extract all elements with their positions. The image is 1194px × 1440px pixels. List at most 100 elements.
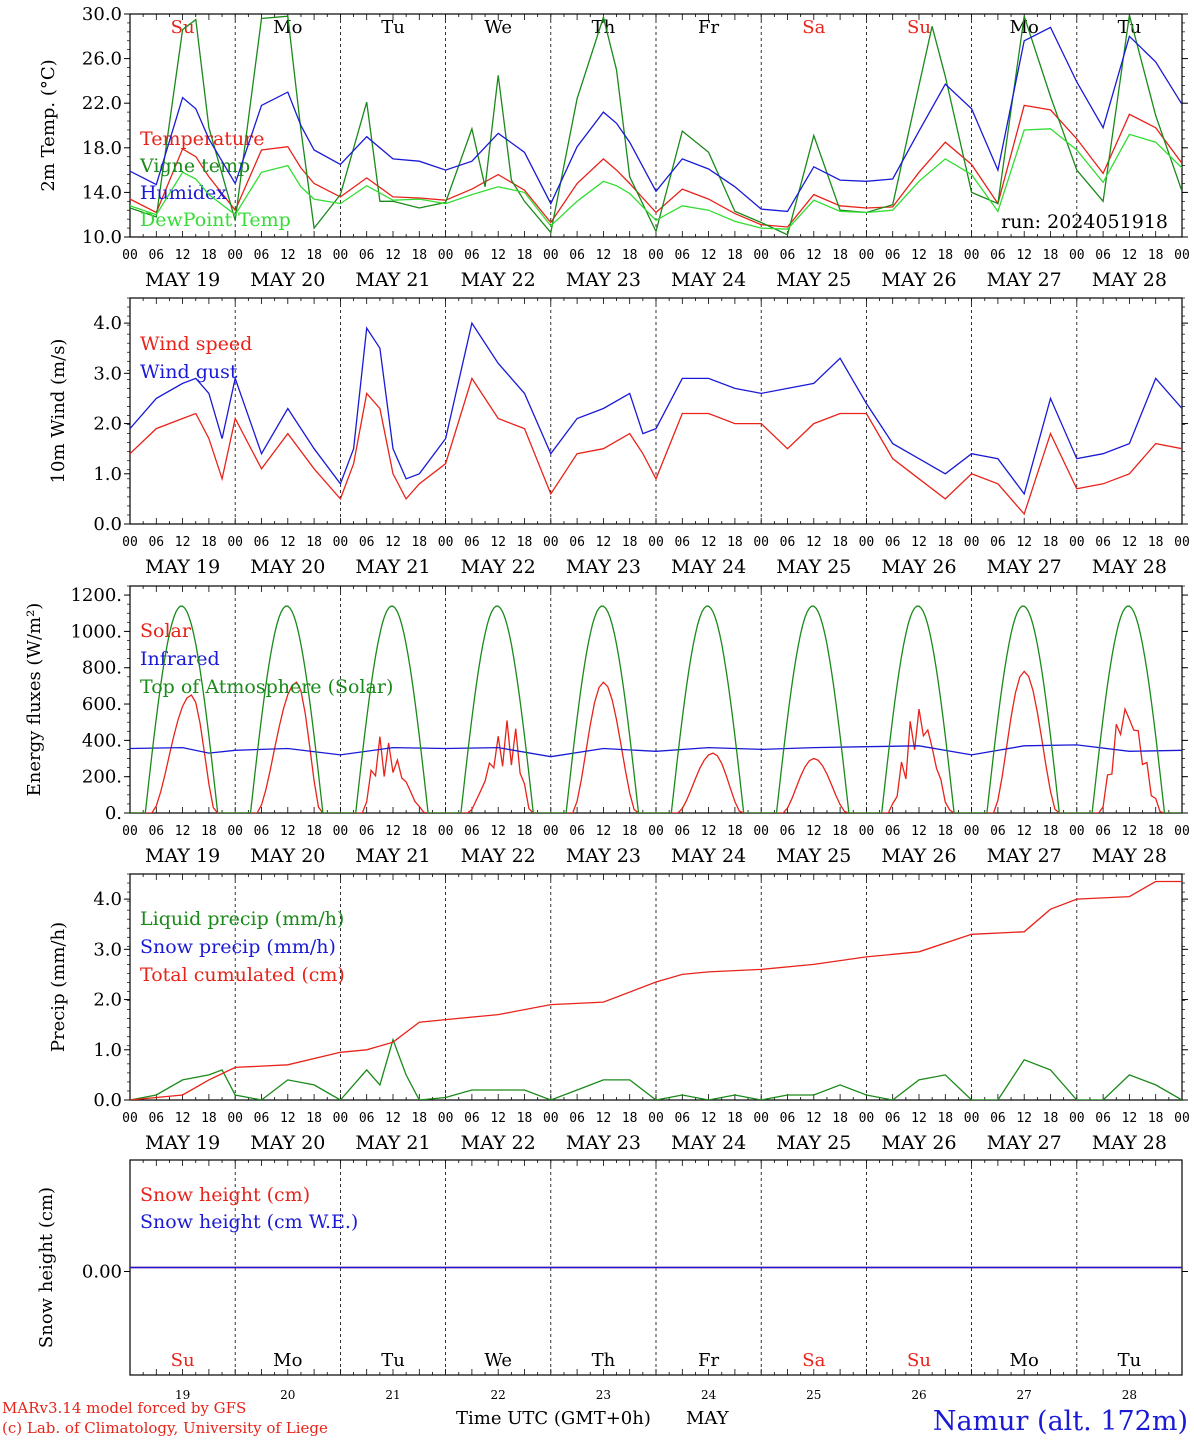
panel-3-hour-tick-label: 12 xyxy=(280,824,296,839)
panel-1-series-humidex xyxy=(130,26,1182,213)
panel-4-hour-tick-label: 00 xyxy=(753,1111,769,1126)
panel-3-hour-tick-label: 06 xyxy=(464,824,480,839)
panel-1-hour-tick-label: 12 xyxy=(490,248,506,263)
panel-3-y-tick-label: 0. xyxy=(105,803,122,824)
panel-1-hour-tick-label: 06 xyxy=(464,248,480,263)
day-number-label: 28 xyxy=(1122,1388,1137,1402)
panel-3-y-tick-label: 1200. xyxy=(70,585,122,606)
panel-4-hour-tick-label: 00 xyxy=(438,1111,454,1126)
panel-3-date-label: MAY 19 xyxy=(145,845,220,867)
panel-1-hour-tick-label: 06 xyxy=(885,248,901,263)
panel-3-date-label: MAY 24 xyxy=(671,845,746,867)
panel-3-date-label: MAY 25 xyxy=(776,845,851,867)
weekday-label: Tu xyxy=(1118,17,1142,38)
panel-3-date-label: MAY 26 xyxy=(881,845,956,867)
panel-1-hour-tick-label: 06 xyxy=(148,248,164,263)
panel-2-hour-tick-label: 12 xyxy=(806,535,822,550)
panel-1-series-temperature xyxy=(130,104,1182,228)
panel-4-hour-tick-label: 06 xyxy=(148,1111,164,1126)
panel-4-y-tick-label: 3.0 xyxy=(93,939,122,960)
panel-2-y-tick-label: 3.0 xyxy=(93,363,122,384)
panel-4-hour-tick-label: 06 xyxy=(569,1111,585,1126)
panel-1-hour-tick-label: 18 xyxy=(1148,248,1164,263)
day-number-label: 20 xyxy=(280,1388,295,1402)
panel-2-hour-tick-label: 18 xyxy=(622,535,638,550)
panel-1-hour-tick-label: 00 xyxy=(438,248,454,263)
panel-1-y-tick-label: 26.0 xyxy=(82,49,122,70)
panel-2-hour-tick-label: 06 xyxy=(254,535,270,550)
panel-4-series-total-cumulated-cm xyxy=(130,880,1182,1100)
panel-1-hour-tick-label: 12 xyxy=(701,248,717,263)
panel-3-hour-tick-label: 06 xyxy=(674,824,690,839)
panel-1-hour-tick-label: 06 xyxy=(990,248,1006,263)
panel-2-hour-tick-label: 00 xyxy=(543,535,559,550)
panel-1-hour-tick-label: 00 xyxy=(964,248,980,263)
weekday-label-bottom: Tu xyxy=(381,1350,405,1371)
panel-2-hour-tick-label: 18 xyxy=(411,535,427,550)
panel-4-hour-tick-label: 12 xyxy=(1016,1111,1032,1126)
panel-4-hour-tick-label: 12 xyxy=(701,1111,717,1126)
panel-3-hour-tick-label: 18 xyxy=(1043,824,1059,839)
weekday-label-bottom: Su xyxy=(907,1350,931,1371)
panel-3-hour-tick-label: 00 xyxy=(753,824,769,839)
weekday-label: Su xyxy=(907,17,931,38)
panel-3-hour-tick-label: 00 xyxy=(438,824,454,839)
panel-4-hour-tick-label: 06 xyxy=(1095,1111,1111,1126)
panel-1-hour-tick-label: 00 xyxy=(333,248,349,263)
panel-3-hour-tick-label: 18 xyxy=(411,824,427,839)
panel-3-hour-tick-label: 12 xyxy=(596,824,612,839)
panel-4-hour-tick-label: 18 xyxy=(622,1111,638,1126)
panel-2-date-label: MAY 28 xyxy=(1092,556,1167,578)
panel-3-hour-tick-label: 18 xyxy=(622,824,638,839)
panel-2-legend-wind-speed: Wind speed xyxy=(140,333,252,355)
weekday-label-bottom: Tu xyxy=(1118,1350,1142,1371)
panel-2-hour-tick-label: 12 xyxy=(175,535,191,550)
panel-3-date-label: MAY 21 xyxy=(355,845,430,867)
panel-4-hour-tick-label: 18 xyxy=(411,1111,427,1126)
weekday-label-bottom: We xyxy=(484,1350,512,1371)
panel-3-legend-infrared: Infrared xyxy=(140,648,220,670)
panel-4-date-label: MAY 22 xyxy=(461,1132,536,1154)
panel-3-series-solar xyxy=(130,670,1182,813)
panel-4-hour-tick-label: 00 xyxy=(648,1111,664,1126)
panel-4-legend-liquid-precip-mm-h: Liquid precip (mm/h) xyxy=(140,908,344,930)
panel-1-series-dewpoint-temp xyxy=(130,128,1182,230)
day-number-label: 27 xyxy=(1017,1388,1032,1402)
panel-2-hour-tick-label: 06 xyxy=(780,535,796,550)
panel-3-hour-tick-label: 06 xyxy=(359,824,375,839)
panel-4-legend-snow-precip-mm-h: Snow precip (mm/h) xyxy=(140,936,336,958)
panel-2-hour-tick-label: 00 xyxy=(859,535,875,550)
panel-3-hour-tick-label: 00 xyxy=(122,824,138,839)
panel-1-hour-tick-label: 18 xyxy=(411,248,427,263)
panel-1-date-label: MAY 26 xyxy=(881,269,956,291)
panel-1-hour-tick-label: 12 xyxy=(911,248,927,263)
day-number-label: 25 xyxy=(806,1388,821,1402)
day-number-label: 23 xyxy=(596,1388,611,1402)
panel-4-hour-tick-label: 00 xyxy=(543,1111,559,1126)
weekday-label: We xyxy=(484,17,512,38)
panel-3-hour-tick-label: 06 xyxy=(569,824,585,839)
panel-3-hour-tick-label: 00 xyxy=(648,824,664,839)
panel-1-hour-tick-label: 00 xyxy=(648,248,664,263)
panel-1-hour-tick-label: 06 xyxy=(780,248,796,263)
panel-4-y-tick-label: 2.0 xyxy=(93,990,122,1011)
panel-4-hour-tick-label: 12 xyxy=(385,1111,401,1126)
panel-3-hour-tick-label: 06 xyxy=(990,824,1006,839)
panel-3-y-tick-label: 1000. xyxy=(70,621,122,642)
panel-4-date-label: MAY 19 xyxy=(145,1132,220,1154)
panel-4-date-label: MAY 27 xyxy=(987,1132,1062,1154)
panel-2-hour-tick-label: 12 xyxy=(490,535,506,550)
weekday-label: Th xyxy=(592,17,616,38)
panel-3-y-tick-label: 600. xyxy=(82,694,122,715)
panel-2-hour-tick-label: 06 xyxy=(674,535,690,550)
panel-3-hour-tick-label: 12 xyxy=(490,824,506,839)
panel-1-hour-tick-label: 18 xyxy=(622,248,638,263)
panel-2-hour-tick-label: 00 xyxy=(753,535,769,550)
panel-3-hour-tick-label: 12 xyxy=(175,824,191,839)
panel-1-hour-tick-label: 00 xyxy=(227,248,243,263)
panel-4-date-label: MAY 26 xyxy=(881,1132,956,1154)
panel-1-hour-tick-label: 12 xyxy=(280,248,296,263)
panel-3-hour-tick-label: 12 xyxy=(1016,824,1032,839)
weekday-label-bottom: Sa xyxy=(802,1350,825,1371)
panel-1-hour-tick-label: 06 xyxy=(674,248,690,263)
